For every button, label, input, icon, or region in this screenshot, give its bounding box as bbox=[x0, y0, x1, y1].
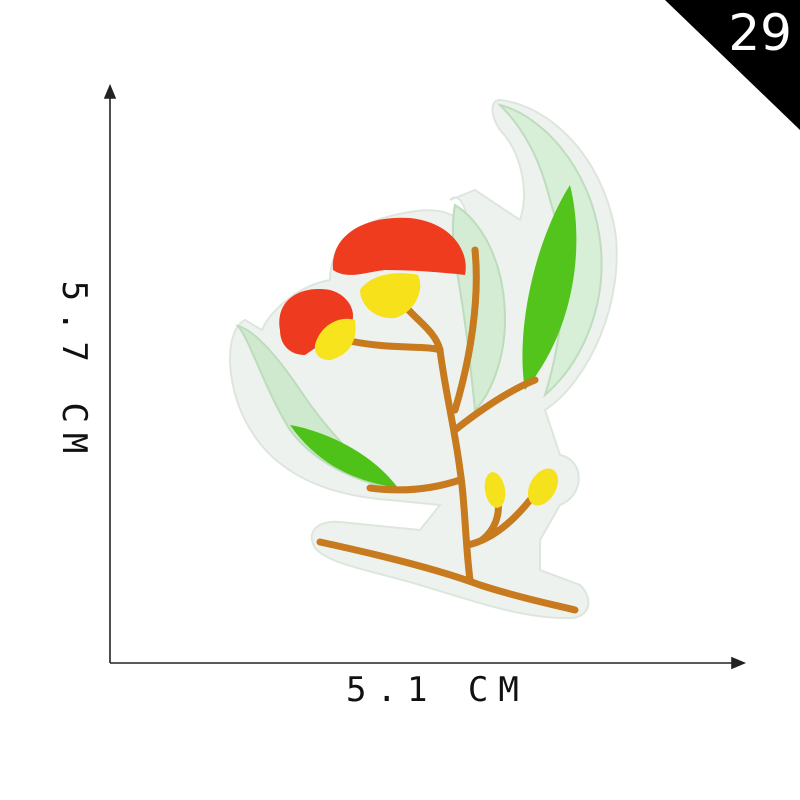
height-dimension-label: 5.7 CM bbox=[54, 280, 94, 464]
leaf-tall-inner bbox=[522, 185, 577, 390]
flower-left-center bbox=[314, 318, 356, 360]
width-dimension-label: 5.1 CM bbox=[346, 670, 529, 710]
embroidered-patch bbox=[229, 98, 618, 620]
arrow-up-icon bbox=[103, 83, 117, 99]
bud-2 bbox=[527, 468, 559, 506]
leaf-left-inner bbox=[290, 425, 398, 488]
bottom-branch bbox=[316, 538, 579, 614]
measurement-axes bbox=[103, 83, 747, 670]
flower-top-petals bbox=[332, 217, 466, 275]
branch-right-leaf bbox=[451, 376, 539, 434]
branch-mid-leaf bbox=[451, 246, 480, 414]
corner-badge bbox=[665, 0, 800, 130]
branch-buds bbox=[464, 496, 534, 549]
arrow-right-icon bbox=[731, 656, 747, 670]
branch-left-leaf bbox=[366, 476, 464, 494]
branch-flowers bbox=[341, 336, 444, 354]
bud-1 bbox=[484, 472, 506, 508]
badge-number: 29 bbox=[728, 4, 792, 62]
flower-left-petals bbox=[279, 289, 354, 355]
flower-top-center bbox=[360, 273, 421, 319]
leaf-tall-outer bbox=[496, 103, 603, 399]
